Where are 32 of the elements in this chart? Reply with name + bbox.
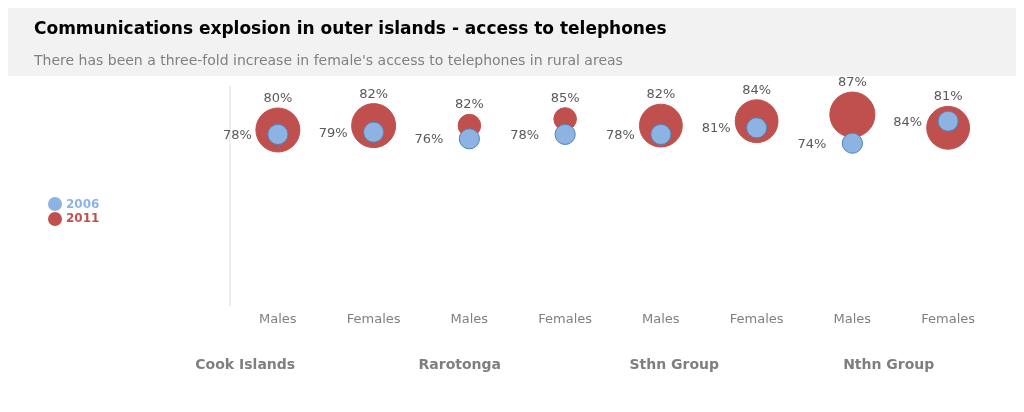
- text: Cook Islands: [194, 356, 297, 372]
- chart-title: Communications explosion in outer islands - access to telephones: [34, 18, 668, 38]
- data-label: 78%: [222, 127, 252, 143]
- x-tick-label: Males: [259, 311, 297, 327]
- x-tick-label: Females: [729, 311, 784, 327]
- data-label: 80%: [263, 90, 293, 105]
- text: Sthn Group: [628, 356, 721, 372]
- text: Nthn Group: [842, 356, 936, 372]
- data-label: 82%: [646, 86, 676, 102]
- x-tick-label: Females: [346, 311, 401, 327]
- data-label: 87%: [837, 74, 867, 90]
- data-label: 76%: [414, 131, 444, 147]
- text: Rarotonga: [417, 356, 502, 372]
- x-tick-label: Females: [921, 311, 976, 327]
- x-tick-label: Females: [538, 311, 593, 327]
- x-tick-label: Males: [833, 311, 872, 327]
- x-tick-label: Males: [642, 311, 680, 327]
- legend-label: 2011: [66, 211, 100, 225]
- data-label: 84%: [893, 113, 923, 129]
- x-tick-label: Males: [450, 311, 489, 327]
- data-label: 78%: [510, 127, 540, 143]
- data-label: 74%: [797, 135, 827, 151]
- data-label: 78%: [605, 127, 635, 143]
- data-label: 79%: [318, 124, 348, 140]
- data-label: 81%: [701, 120, 731, 136]
- legend-label: 2006: [66, 196, 100, 211]
- chart-subtitle: There has been a three-fold increase in female's access to telephones in rural areas: [34, 52, 624, 68]
- data-label: 82%: [454, 96, 484, 112]
- data-label: 82%: [359, 85, 389, 101]
- data-label: 85%: [550, 89, 580, 105]
- data-label: 81%: [933, 88, 963, 104]
- data-label: 84%: [742, 81, 772, 97]
